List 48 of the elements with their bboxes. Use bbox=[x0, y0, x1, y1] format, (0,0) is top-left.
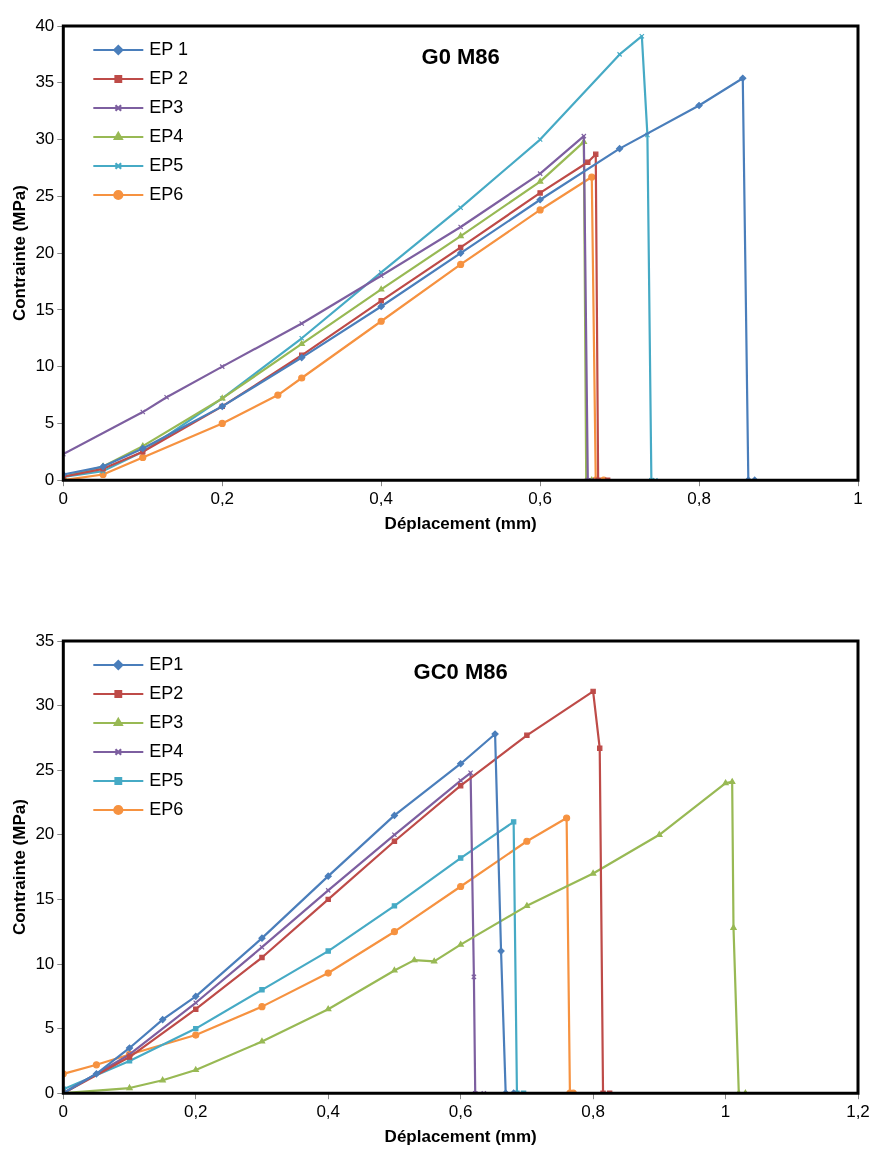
x-tick-label: 0,4 bbox=[369, 489, 394, 509]
x-tick-label: 1 bbox=[853, 489, 863, 509]
x-tick-label: 0,8 bbox=[687, 489, 711, 509]
y-tick-label: 25 bbox=[35, 759, 55, 779]
legend-label: EP4 bbox=[149, 740, 184, 761]
y-tick-label: 15 bbox=[35, 889, 55, 909]
legend-label: EP 2 bbox=[149, 67, 189, 88]
x-axis-title: Déplacement (mm) bbox=[384, 514, 537, 534]
x-tick-label: 0 bbox=[58, 489, 69, 509]
legend-label: EP 1 bbox=[149, 38, 189, 59]
y-axis-title: Contrainte (MPa) bbox=[9, 185, 29, 322]
y-tick-label: 35 bbox=[35, 72, 55, 92]
y-tick-label: 40 bbox=[35, 15, 55, 35]
legend-label: EP6 bbox=[149, 798, 184, 819]
y-tick-label: 15 bbox=[35, 299, 55, 319]
y-tick-label: 10 bbox=[35, 356, 55, 376]
y-tick-label: 10 bbox=[35, 953, 55, 973]
legend-label: EP3 bbox=[149, 711, 184, 732]
y-tick-label: 20 bbox=[35, 242, 55, 262]
legend-label: EP2 bbox=[149, 682, 184, 703]
y-tick-label: 30 bbox=[35, 129, 55, 149]
legend-label: EP4 bbox=[149, 125, 184, 146]
x-tick-label: 0 bbox=[58, 1102, 69, 1122]
y-axis-title: Contrainte (MPa) bbox=[9, 799, 29, 936]
y-tick-label: 30 bbox=[35, 695, 55, 715]
y-tick-label: 35 bbox=[35, 630, 55, 650]
y-tick-label: 5 bbox=[44, 413, 55, 433]
legend-label: EP5 bbox=[149, 154, 184, 175]
x-tick-label: 1,2 bbox=[846, 1102, 870, 1122]
x-tick-label: 1 bbox=[720, 1102, 731, 1122]
x-tick-label: 0,2 bbox=[183, 1102, 208, 1122]
y-tick-label: 5 bbox=[44, 1018, 55, 1038]
legend-label: EP5 bbox=[149, 769, 184, 790]
x-tick-label: 0,4 bbox=[316, 1102, 341, 1122]
legend-label: EP3 bbox=[149, 96, 184, 117]
legend-label: EP1 bbox=[149, 653, 184, 674]
y-tick-label: 25 bbox=[35, 186, 55, 206]
y-tick-label: 20 bbox=[35, 824, 55, 844]
y-tick-label: 0 bbox=[44, 1082, 55, 1102]
y-tick-label: 0 bbox=[44, 469, 55, 489]
x-tick-label: 0,2 bbox=[210, 489, 235, 509]
text: G0 M86 bbox=[421, 44, 500, 70]
x-axis-title: Déplacement (mm) bbox=[384, 1127, 537, 1147]
legend-label: EP6 bbox=[149, 183, 184, 204]
x-tick-label: 0,6 bbox=[448, 1102, 473, 1122]
x-tick-label: 0,6 bbox=[528, 489, 552, 509]
text: GC0 M86 bbox=[413, 659, 508, 685]
x-tick-label: 0,8 bbox=[581, 1102, 605, 1122]
